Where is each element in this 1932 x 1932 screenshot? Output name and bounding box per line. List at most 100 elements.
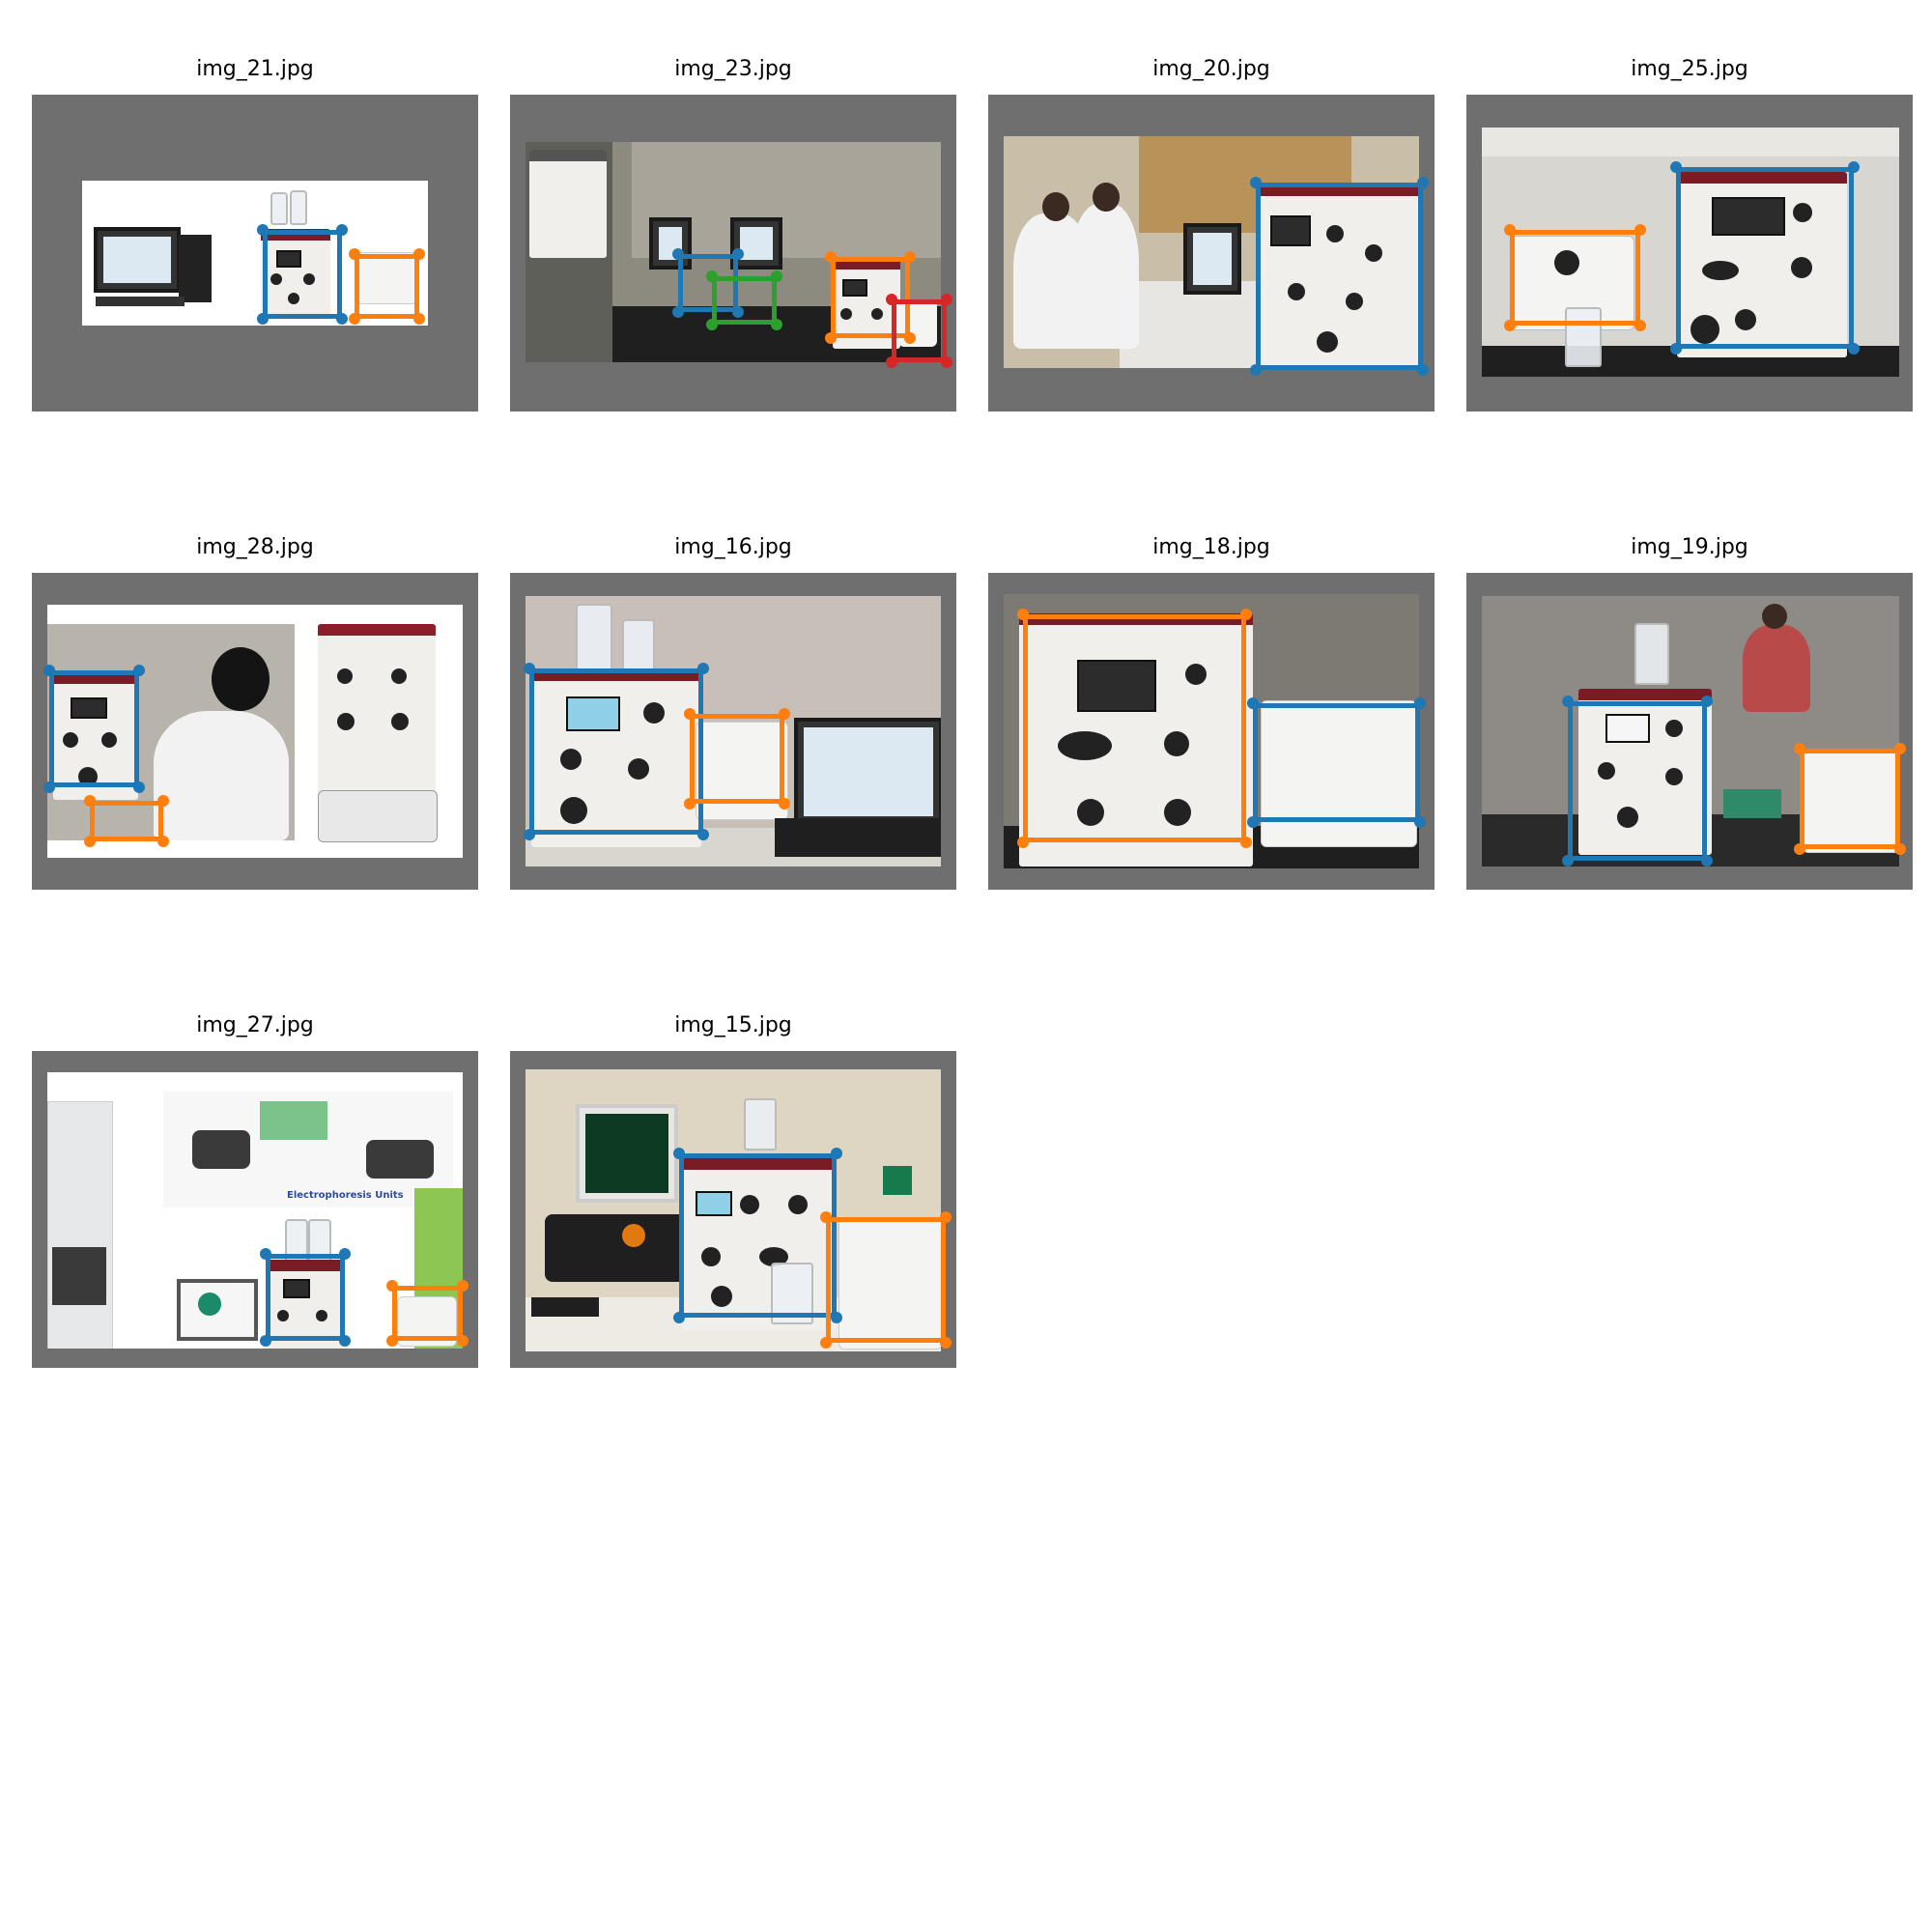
chromatography-instrument: [1677, 172, 1847, 357]
bounding-box: [690, 714, 784, 804]
image-frame: [988, 573, 1435, 890]
box-corner: [940, 1337, 952, 1349]
box-corner: [1634, 224, 1646, 236]
bounding-box: [826, 1217, 946, 1343]
box-corner: [706, 319, 718, 330]
box-corner: [457, 1280, 469, 1292]
box-corner: [1240, 609, 1252, 620]
chromatography-instrument: [1259, 185, 1419, 368]
box-corner: [1240, 837, 1252, 848]
chromatography-instrument: [53, 672, 138, 800]
bounding-box: [1256, 183, 1423, 370]
computer-tower: [179, 235, 212, 302]
photo: [1482, 128, 1899, 377]
keyboard: [96, 297, 185, 306]
box-corner: [1562, 696, 1574, 707]
box-corner: [133, 781, 145, 793]
buffer-bottle: [285, 1219, 308, 1267]
box-corner: [673, 1312, 685, 1323]
box-corner: [1634, 320, 1646, 331]
bounding-box: [679, 1153, 837, 1318]
bounding-box: [49, 670, 139, 787]
box-corner: [257, 224, 269, 236]
image-frame: [510, 573, 956, 890]
box-corner: [133, 665, 145, 676]
box-corner: [697, 829, 709, 840]
box-corner: [1848, 343, 1860, 355]
box-corner: [1894, 843, 1906, 855]
panel-filename: img_28.jpg: [196, 535, 314, 559]
photo: [82, 181, 428, 326]
box-corner: [820, 1211, 832, 1223]
box-corner: [825, 332, 837, 344]
monitor: [177, 1279, 258, 1341]
monitor: [649, 217, 692, 270]
box-corner: [886, 356, 897, 368]
box-corner: [697, 663, 709, 674]
image-frame: [510, 1051, 956, 1368]
box-corner: [349, 248, 360, 260]
panel-filename: img_27.jpg: [196, 1013, 314, 1037]
box-corner: [336, 224, 348, 236]
box-corner: [386, 1335, 398, 1347]
microscope-stage: [545, 1214, 690, 1282]
microscope-monitor: [576, 1104, 678, 1203]
panel-filename: img_21.jpg: [196, 57, 314, 81]
buffer-bottle: [744, 1098, 777, 1151]
glass-bottle: [1565, 307, 1602, 367]
bounding-box: [678, 254, 738, 312]
box-corner: [1504, 320, 1516, 331]
fraction-collector: [838, 1218, 941, 1350]
box-corner: [1794, 743, 1805, 754]
box-corner: [1670, 161, 1682, 173]
electrophoresis-caption: Electrophoresis Units: [287, 1190, 404, 1201]
bounding-box: [1676, 167, 1854, 349]
box-corner: [336, 313, 348, 325]
bounding-box: [355, 254, 419, 319]
fraction-collector: [696, 722, 788, 820]
person-lab-coat: [1071, 204, 1139, 349]
box-corner: [1701, 696, 1713, 707]
box-corner: [157, 836, 169, 847]
box-corner: [1250, 177, 1262, 188]
box-corner: [1417, 177, 1429, 188]
panel-filename: img_18.jpg: [1152, 535, 1270, 559]
person-head: [1042, 192, 1069, 221]
person-head: [1762, 604, 1787, 629]
box-corner: [1017, 609, 1029, 620]
box-corner: [940, 1211, 952, 1223]
bounding-box: [263, 230, 342, 319]
microscope-knob: [622, 1224, 645, 1247]
box-corner: [684, 708, 696, 720]
box-corner: [904, 251, 916, 263]
buffer-bottle: [576, 604, 612, 675]
image-frame: Electrophoresis Units: [32, 1051, 478, 1368]
box-corner: [732, 248, 744, 260]
bounding-box: [1510, 230, 1640, 326]
keyboard: [531, 1297, 599, 1317]
buffer-bottle: [290, 190, 307, 225]
buffer-bottle: [622, 619, 655, 677]
box-corner: [831, 1148, 842, 1159]
bounding-box: [712, 276, 777, 325]
panel-filename: img_15.jpg: [674, 1013, 792, 1037]
monitor: [1183, 223, 1241, 295]
fraction-collector: [318, 790, 438, 842]
box-corner: [43, 665, 55, 676]
image-frame: [510, 95, 956, 412]
bounding-box: [892, 299, 947, 362]
chromatography-instrument: [1019, 613, 1253, 867]
panel-filename: img_23.jpg: [674, 57, 792, 81]
box-corner: [524, 663, 535, 674]
buffer-bottle: [1634, 623, 1669, 685]
box-corner: [1504, 224, 1516, 236]
image-frame: [1466, 573, 1913, 890]
chromatography-instrument: [268, 1260, 343, 1349]
chromatography-system: [529, 150, 607, 258]
bounding-box: [1023, 614, 1246, 842]
box-corner: [1247, 816, 1259, 828]
box-corner: [1414, 816, 1426, 828]
bounding-box: [529, 668, 703, 835]
box-corner: [524, 829, 535, 840]
box-corner: [386, 1280, 398, 1292]
